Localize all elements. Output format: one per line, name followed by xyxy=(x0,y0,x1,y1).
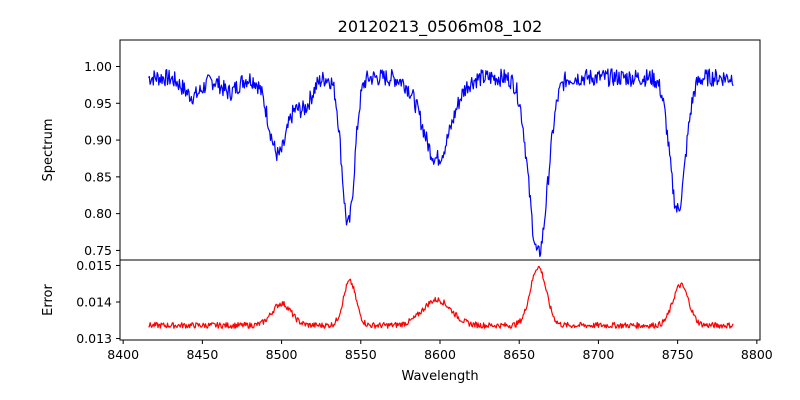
error-series-line xyxy=(148,265,734,329)
x-tick-label: 8600 xyxy=(424,347,456,362)
x-tick-label: 8550 xyxy=(345,347,377,362)
spectrum-y-tick-label: 0.80 xyxy=(84,206,112,221)
x-tick-label: 8650 xyxy=(503,347,535,362)
chart-title: 20120213_0506m08_102 xyxy=(338,17,543,37)
x-tick-label: 8400 xyxy=(107,347,139,362)
spectrum-y-tick-label: 0.90 xyxy=(84,133,112,148)
error-y-tick-label: 0.013 xyxy=(76,331,112,346)
x-tick-label: 8800 xyxy=(741,347,773,362)
x-tick-label: 8450 xyxy=(186,347,218,362)
x-axis-ticks: 8400 8450 8500 8550 8600 8650 8700 8750 8800 xyxy=(107,340,773,362)
spectrum-y-label: Spectrum xyxy=(41,119,56,182)
error-y-tick-label: 0.014 xyxy=(76,295,112,310)
x-tick-label: 8500 xyxy=(266,347,298,362)
spectrum-y-tick-label: 0.85 xyxy=(84,169,112,184)
spectrum-y-tick-label: 1.00 xyxy=(84,59,112,74)
error-y-tick-label: 0.015 xyxy=(76,258,112,273)
spectrum-panel: 0.75 0.80 0.85 0.90 0.95 1.00 Spectrum xyxy=(41,39,761,261)
spectrum-y-tick-label: 0.95 xyxy=(84,96,112,111)
error-y-label: Error xyxy=(41,284,56,316)
spectrum-series-line xyxy=(148,68,734,258)
error-panel: 0.013 0.014 0.015 Error xyxy=(41,258,761,346)
spectrum-y-tick-label: 0.75 xyxy=(84,243,112,258)
spectrum-axes-frame xyxy=(119,39,761,261)
error-y-ticks: 0.013 0.014 0.015 xyxy=(76,258,120,346)
x-axis-label: Wavelength xyxy=(401,369,478,384)
error-axes-frame xyxy=(119,259,761,341)
x-tick-label: 8750 xyxy=(662,347,694,362)
spectrum-y-ticks: 0.75 0.80 0.85 0.90 0.95 1.00 xyxy=(84,59,120,258)
x-tick-label: 8700 xyxy=(583,347,615,362)
